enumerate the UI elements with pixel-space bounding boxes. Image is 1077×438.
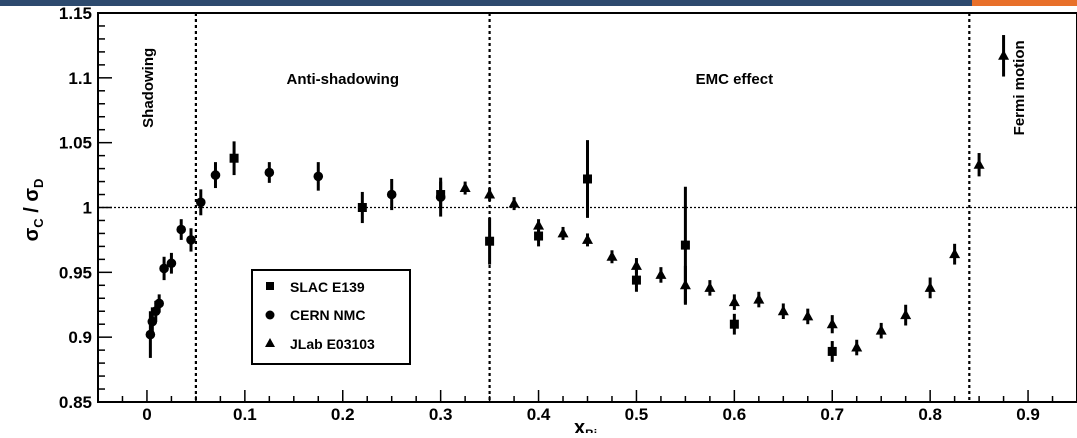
plot-area: 0 0.1 0.2 0.3 0.4 0.5 0.6 0.7 0.8 0.9 0.85 0.9 0.95 1… bbox=[59, 4, 1077, 424]
data-point-square bbox=[485, 236, 495, 246]
y-tick-label: 0.9 bbox=[68, 328, 92, 347]
region-label: Shadowing bbox=[140, 48, 157, 128]
region-label: EMC effect bbox=[696, 71, 774, 88]
data-point-square bbox=[534, 231, 544, 241]
data-point-square bbox=[357, 203, 367, 212]
data-point-triangle bbox=[802, 310, 814, 321]
legend-marker-triangle bbox=[265, 338, 275, 347]
data-point-triangle bbox=[704, 281, 716, 292]
data-point-square bbox=[631, 275, 641, 285]
data-point-triangle bbox=[582, 233, 593, 244]
x-axis-title: xBj bbox=[574, 417, 597, 433]
data-point-triangle bbox=[459, 182, 471, 193]
data-point-square bbox=[729, 319, 739, 329]
data-point-square bbox=[680, 240, 690, 250]
y-axis-title-sigma: σ bbox=[21, 227, 43, 241]
data-point-circle bbox=[154, 298, 164, 309]
data-point-triangle bbox=[875, 324, 887, 335]
data-point-triangle bbox=[949, 248, 961, 259]
y-tick-label: 1.15 bbox=[59, 4, 92, 23]
x-tick-label: 0.9 bbox=[1016, 405, 1040, 424]
y-tick-label: 0.85 bbox=[59, 393, 92, 412]
legend-label-slac: SLAC E139 bbox=[290, 279, 365, 295]
data-point-triangle bbox=[777, 305, 789, 316]
x-axis-title-main: x bbox=[574, 417, 585, 433]
svg-text:σC / σD: σC / σD bbox=[21, 179, 46, 242]
y-axis-title: σC / σD bbox=[21, 179, 46, 242]
legend: SLAC E139 CERN NMC JLab E03103 bbox=[251, 269, 411, 365]
data-point-triangle bbox=[557, 227, 569, 238]
data-point-triangle bbox=[900, 309, 912, 320]
top-banner-accent bbox=[972, 0, 1077, 6]
legend-label-jlab: JLab E03103 bbox=[290, 336, 375, 352]
data-point-circle bbox=[186, 235, 196, 245]
data-point-square bbox=[229, 153, 239, 163]
data-point-triangle bbox=[508, 197, 520, 208]
data-point-circle bbox=[264, 167, 275, 178]
x-tick-label: 0.6 bbox=[723, 405, 747, 424]
legend-box bbox=[251, 269, 411, 365]
data-point-triangle bbox=[998, 49, 1010, 60]
data-point-square bbox=[583, 174, 592, 184]
legend-marker-circle bbox=[265, 310, 275, 320]
data-point-triangle bbox=[606, 250, 618, 261]
data-point-circle bbox=[195, 197, 206, 208]
data-point-circle bbox=[435, 192, 446, 202]
x-tick-label: 0.5 bbox=[625, 405, 649, 424]
region-label: Fermi motion bbox=[1011, 40, 1028, 135]
data-point-triangle bbox=[630, 259, 642, 270]
y-tick-label: 1 bbox=[83, 199, 92, 218]
data-point-circle bbox=[176, 224, 187, 235]
y-tick-label: 1.05 bbox=[59, 134, 92, 153]
y-axis-title-sub-d: D bbox=[31, 179, 46, 188]
data-point-triangle bbox=[728, 296, 740, 307]
data-point-triangle bbox=[851, 341, 863, 352]
region-label: Anti-shadowing bbox=[287, 71, 400, 88]
x-tick-label: 0.8 bbox=[918, 405, 942, 424]
x-tick-label: 0.3 bbox=[429, 405, 453, 424]
x-tick-label: 0 bbox=[142, 405, 151, 424]
data-point-triangle bbox=[826, 318, 838, 329]
top-banner bbox=[0, 0, 1077, 6]
data-point-circle bbox=[313, 171, 324, 182]
data-point-circle bbox=[159, 263, 169, 274]
y-tick-label: 1.1 bbox=[68, 69, 92, 88]
data-point-circle bbox=[166, 258, 177, 269]
data-point-circle bbox=[210, 170, 221, 180]
x-tick-label: 0.4 bbox=[527, 405, 551, 424]
data-point-triangle bbox=[679, 279, 691, 290]
data-point-triangle bbox=[655, 268, 667, 279]
legend-label-cern: CERN NMC bbox=[290, 307, 365, 323]
x-tick-label: 0.1 bbox=[233, 405, 257, 424]
y-axis-title-sub-c: C bbox=[31, 218, 46, 228]
x-axis-title-sub: Bj bbox=[585, 427, 597, 433]
legend-marker-square bbox=[266, 282, 274, 290]
data-point-square bbox=[827, 346, 837, 356]
data-point-triangle bbox=[484, 188, 496, 199]
data-point-triangle bbox=[753, 293, 765, 304]
x-tick-label: 0.2 bbox=[331, 405, 355, 424]
data-point-triangle bbox=[924, 281, 936, 292]
x-tick-label: 0.7 bbox=[820, 405, 844, 424]
y-tick-label: 0.95 bbox=[59, 263, 92, 282]
data-point-triangle bbox=[973, 158, 985, 169]
data-point-triangle bbox=[533, 219, 545, 230]
y-axis-title-mid: / σ bbox=[21, 188, 43, 219]
data-point-circle bbox=[386, 189, 397, 200]
